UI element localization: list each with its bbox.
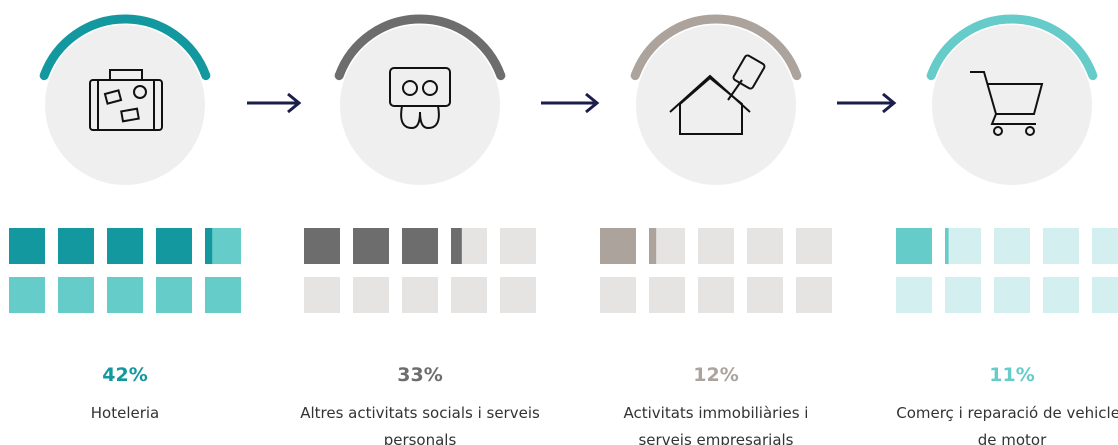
arrow [541,92,600,114]
waffle-cell [698,228,734,264]
category-label: Activitats immobiliàries i serveis empre… [623,404,809,445]
arrow [247,92,302,114]
waffle-cell [402,277,438,313]
waffle-cell [698,277,734,313]
waffle-fill [451,228,462,264]
waffle-cell [205,277,241,313]
waffle-cell [747,228,783,264]
cart-icon [970,71,1044,136]
waffle-cell [1092,277,1118,313]
suitcase-icon [89,69,163,131]
waffle-cell [994,277,1030,313]
arc [39,14,211,81]
percentage: 42% [102,364,148,386]
waffle-cell [796,277,832,313]
waffle-cell [353,277,389,313]
waffle-cell [156,277,192,313]
waffle-fill [9,228,45,264]
percentage: 33% [397,364,443,386]
waffle-fill [945,228,949,264]
waffle-cell [747,277,783,313]
waffle-fill [107,228,143,264]
waffle-cell [451,277,487,313]
waffle-cell [58,277,94,313]
waffle-cell [1043,277,1079,313]
category-label: Altres activitats socials i serveis pers… [300,404,540,445]
arrow [837,92,897,114]
waffle-fill [896,228,932,264]
category-label: Comerç i reparació de vehicles de motor [896,404,1118,445]
waffle-cell [945,277,981,313]
waffle-cell [9,277,45,313]
icon-circle [932,25,1092,185]
waffle-fill [353,228,389,264]
waffle-cell [945,228,981,264]
icon-circle [45,25,205,185]
waffle-fill [205,228,213,264]
icon-circle [636,25,796,185]
arc [926,14,1098,81]
waffle-cell [500,277,536,313]
percentage: 11% [989,364,1035,386]
waffle-fill [402,228,438,264]
category-label: Hoteleria [90,404,160,422]
waffle-cell [1092,228,1118,264]
waffle-fill [649,228,657,264]
waffle-cell [796,228,832,264]
arrows [247,92,897,114]
percentage: 12% [693,364,739,386]
waffle-fill [58,228,94,264]
house-icon [669,54,766,135]
waffle-cell [304,277,340,313]
waffle-fill [156,228,192,264]
slideshare-icon [389,67,451,130]
waffle-fill [600,228,636,264]
icons [89,54,1044,136]
waffle-cell [600,277,636,313]
waffle-cell [896,277,932,313]
arc [630,14,802,81]
arc [334,14,506,81]
waffle-cell [500,228,536,264]
waffle-cell [1043,228,1079,264]
waffle-fill [304,228,340,264]
waffle-cell [107,277,143,313]
waffle-cell [649,277,685,313]
waffle-cell [994,228,1030,264]
